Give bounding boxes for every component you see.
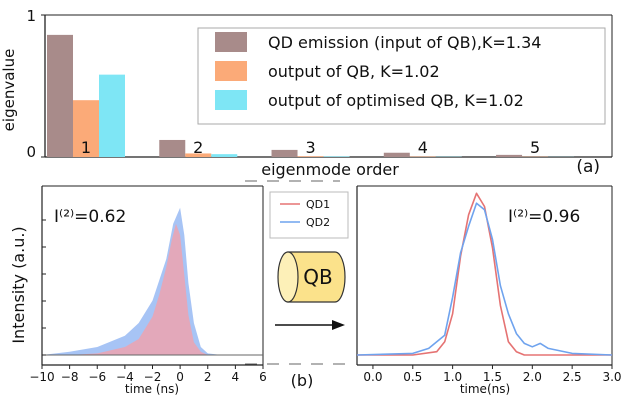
tick-label-x-a: 4 <box>418 138 428 157</box>
tick-label-x-a: 1 <box>81 138 91 157</box>
tick-label-x-br: 2.0 <box>523 370 542 384</box>
tick-label-x-br: 0.0 <box>363 370 382 384</box>
annotation-br: I⁽²⁾=0.96 <box>508 207 580 227</box>
legend-a: QD emission (input of QB),K=1.34 output o… <box>198 28 605 124</box>
tick-label-x-bl: 6 <box>259 370 267 384</box>
cylinder-face <box>278 252 298 302</box>
bar-2-3 <box>211 154 237 157</box>
panel-label-a: (a) <box>576 157 600 177</box>
bar-5-1 <box>496 155 522 157</box>
legend-label-2: output of QB, K=1.02 <box>268 62 440 81</box>
bar-3-1 <box>272 150 298 157</box>
panel-label-b: (b) <box>291 371 314 390</box>
tick-label-x-br: 0.5 <box>403 370 422 384</box>
tick-label-x-bl: −8 <box>61 370 79 384</box>
panel-a: 1 2 3 4 5 0 1 eigenvalue eigenmode order (a) Q… <box>0 7 612 179</box>
bar-1-1 <box>47 35 73 157</box>
tick-label-x-a: 5 <box>530 138 540 157</box>
tick-label-x-a: 3 <box>305 138 315 157</box>
tick-label-x-bl: −10 <box>29 370 54 384</box>
xlabel-bl: time (ns) <box>125 382 179 396</box>
bar-1-3 <box>99 75 125 157</box>
areas-bl <box>42 208 263 355</box>
tick-label-x-bl: 2 <box>204 370 212 384</box>
tick-label-y-a: 0 <box>26 143 36 161</box>
qb-label: QB <box>303 265 332 289</box>
legend-b-label-QD2: QD2 <box>306 216 330 229</box>
legend-label-3: output of optimised QB, K=1.02 <box>268 91 524 110</box>
ylabel-b: Intensity (a.u.) <box>9 226 28 343</box>
ylabel-a: eigenvalue <box>0 49 18 132</box>
qb-cylinder: QB <box>278 252 345 302</box>
legend-swatch-3 <box>215 90 247 110</box>
bar-2-1 <box>159 140 185 157</box>
annotation-bl: I⁽²⁾=0.62 <box>54 207 126 227</box>
legend-b-label-QD1: QD1 <box>306 198 330 211</box>
area-series-1 <box>42 208 235 355</box>
legend-swatch-1 <box>215 32 247 52</box>
arrow-head <box>332 320 345 330</box>
area-series-2 <box>70 224 222 355</box>
bar-3-3 <box>324 156 350 157</box>
tick-label-x-bl: −6 <box>88 370 106 384</box>
tick-label-x-br: 3.0 <box>602 370 621 384</box>
legend-swatch-2 <box>215 61 247 81</box>
tick-label-x-br: 2.5 <box>563 370 582 384</box>
tick-label-y-a: 1 <box>26 7 36 25</box>
center-elements: QD1 QD2 QB <box>270 192 348 330</box>
xlabel-br: time(ns) <box>460 382 510 396</box>
bar-4-1 <box>384 153 410 157</box>
tick-label-x-a: 2 <box>193 138 203 157</box>
tick-label-x-bl: 4 <box>232 370 240 384</box>
arrow <box>275 320 345 330</box>
xlabel-a: eigenmode order <box>261 160 399 179</box>
legend-label-1: QD emission (input of QB),K=1.34 <box>268 33 541 52</box>
